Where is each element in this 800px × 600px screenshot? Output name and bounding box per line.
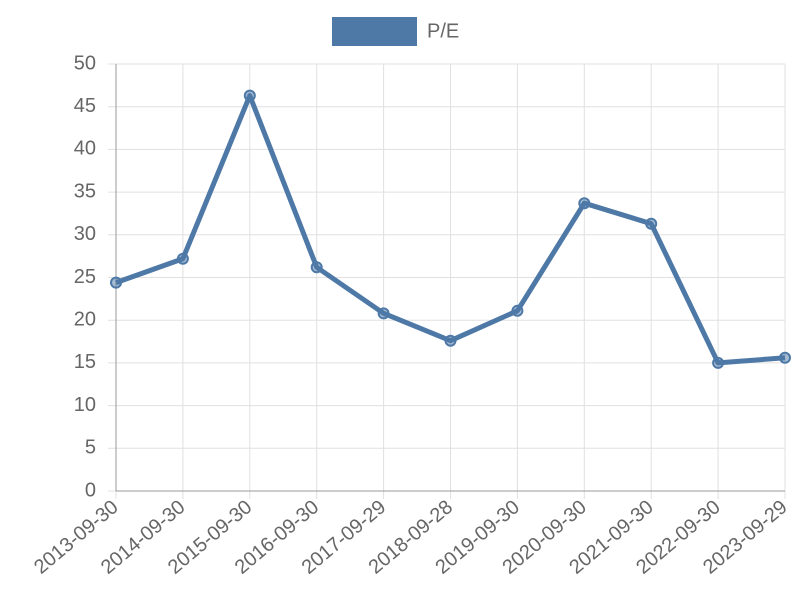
y-tick-label: 15 [74, 351, 96, 373]
y-tick-label: 10 [74, 394, 96, 416]
point [310, 261, 323, 274]
point [712, 356, 725, 369]
point [444, 334, 457, 347]
point [578, 197, 591, 210]
point [377, 307, 390, 320]
y-tick-label: 20 [74, 308, 96, 330]
y-tick-label: 5 [85, 437, 96, 459]
point [176, 252, 189, 265]
y-tick-label: 30 [74, 223, 96, 245]
legend-swatch [332, 17, 417, 46]
y-tick-label: 0 [85, 479, 96, 501]
point [110, 276, 122, 289]
point [645, 217, 658, 230]
y-tick-label: 25 [74, 266, 96, 288]
y-tick-label: 40 [74, 138, 96, 160]
y-tick-label: 50 [74, 52, 96, 74]
legend-label: P/E [427, 20, 459, 42]
y-tick-label: 35 [74, 180, 96, 202]
point [243, 89, 256, 102]
y-tick-label: 45 [74, 95, 96, 117]
point [779, 351, 791, 364]
point [511, 304, 524, 317]
